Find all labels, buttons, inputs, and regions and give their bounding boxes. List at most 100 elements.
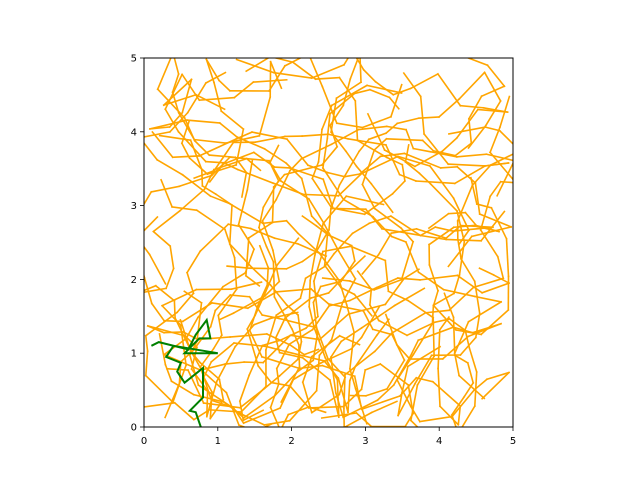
background-segment [375, 318, 391, 337]
background-segment [354, 334, 379, 368]
background-segment [335, 122, 364, 129]
background-segment [489, 180, 502, 198]
background-segment [291, 61, 317, 81]
background-segment [283, 164, 323, 176]
background-segment [485, 371, 510, 381]
background-segment [329, 340, 343, 359]
background-segment [204, 160, 225, 164]
background-segment [429, 182, 459, 213]
background-segment [384, 259, 390, 293]
background-segment [186, 271, 195, 295]
background-segment [361, 115, 392, 129]
background-segment [464, 211, 479, 228]
background-segment [144, 276, 153, 305]
background-segment [456, 274, 484, 294]
background-segment [144, 374, 175, 404]
background-segment [481, 282, 511, 294]
background-segment [279, 179, 311, 201]
background-segment [262, 179, 280, 209]
background-segment [270, 381, 291, 387]
background-segment [356, 139, 388, 159]
background-segment [275, 169, 292, 201]
background-segment [263, 374, 281, 390]
background-segment [173, 299, 176, 319]
background-segment [443, 292, 455, 319]
background-segment [193, 138, 227, 144]
background-segment [379, 152, 406, 158]
background-segment [266, 266, 270, 286]
background-segment [313, 280, 319, 318]
background-segment [318, 251, 341, 282]
background-segment [146, 324, 186, 337]
background-segment [228, 242, 254, 269]
background-segment [268, 144, 280, 164]
background-segment [401, 163, 406, 182]
background-segment [326, 233, 353, 247]
background-segment [220, 109, 245, 131]
background-segment [360, 394, 401, 411]
x-tick-label: 0 [141, 436, 147, 447]
background-segment [391, 179, 407, 196]
background-segment [398, 173, 417, 183]
background-segment [261, 314, 281, 320]
background-segment [348, 365, 357, 382]
background-segment [479, 228, 499, 258]
background-segment [328, 207, 332, 231]
background-segment [455, 108, 480, 140]
background-segment [373, 207, 403, 230]
background-segment [217, 314, 223, 337]
background-segment [229, 156, 270, 162]
background-segment [330, 84, 369, 107]
background-segment [261, 219, 274, 252]
background-segment [308, 305, 316, 329]
background-segment [273, 370, 299, 397]
plot-frame [143, 57, 514, 428]
background-segment [437, 97, 461, 119]
background-segment [144, 215, 159, 232]
background-segment [192, 393, 225, 403]
background-segment [453, 354, 469, 364]
background-segment [279, 327, 307, 342]
background-segment [298, 364, 324, 370]
y-tick-label: 5 [131, 54, 137, 65]
background-segment [455, 153, 488, 158]
background-segment [253, 317, 273, 326]
background-segment [169, 245, 175, 270]
background-segment [188, 354, 200, 387]
background-segment [248, 304, 260, 332]
background-segment [432, 316, 435, 358]
background-segment [283, 58, 303, 67]
background-segment [269, 283, 288, 307]
background-segment [281, 413, 290, 427]
background-segment [149, 119, 188, 130]
background-segment [467, 124, 487, 150]
background-segment [285, 260, 304, 270]
background-segment [285, 219, 299, 235]
background-segment [417, 271, 445, 291]
background-segment [304, 265, 327, 280]
background-segment [480, 308, 510, 336]
background-segment [251, 131, 288, 141]
background-segment [280, 365, 301, 404]
background-segment [242, 394, 276, 420]
background-segment [148, 253, 167, 285]
background-segment [244, 248, 256, 274]
background-segment [432, 149, 457, 157]
background-segment [498, 129, 513, 145]
background-segment [374, 80, 395, 96]
background-segment [285, 303, 300, 317]
y-tick-label: 2 [131, 275, 137, 286]
y-tick-label: 4 [131, 127, 137, 138]
background-segment [483, 162, 510, 167]
background-segment [370, 182, 394, 214]
background-segment [395, 353, 415, 381]
background-segment [409, 419, 419, 427]
background-segment [459, 336, 477, 357]
background-segment [275, 343, 291, 370]
background-segment [395, 343, 411, 361]
background-segment [412, 147, 432, 153]
background-segment [405, 128, 415, 150]
background-segment [361, 183, 376, 210]
background-segment [299, 277, 307, 300]
background-segment [366, 112, 386, 152]
